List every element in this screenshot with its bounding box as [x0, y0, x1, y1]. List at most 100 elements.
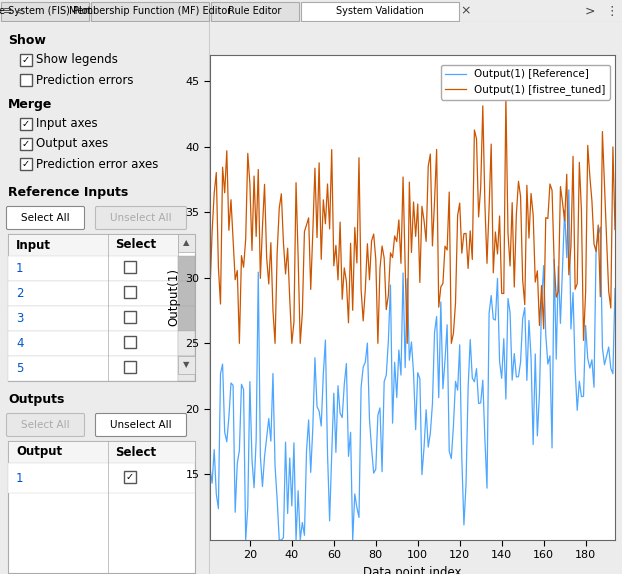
- Output(1) [Reference]: [292, 537, 300, 544]
- Bar: [20, 74, 32, 86]
- Text: Unselect All: Unselect All: [110, 213, 172, 223]
- Bar: [20, 158, 32, 170]
- Bar: [8, 441, 195, 573]
- Text: ✓: ✓: [126, 472, 134, 482]
- Output(1) [Reference]: [246, 378, 254, 385]
- Output(1) [Reference]: [399, 270, 407, 277]
- Text: ≡: ≡: [3, 6, 12, 16]
- FancyBboxPatch shape: [96, 413, 187, 436]
- Text: 1: 1: [16, 262, 24, 275]
- Output(1) [fistree_tuned]: [523, 182, 531, 189]
- Text: ×: ×: [461, 5, 471, 17]
- Bar: [178, 331, 195, 356]
- Line: Output(1) [Reference]: Output(1) [Reference]: [210, 190, 615, 540]
- Legend: Output(1) [Reference], Output(1) [fistree_tuned]: Output(1) [Reference], Output(1) [fistre…: [441, 65, 610, 99]
- Text: ▼: ▼: [183, 360, 190, 370]
- Bar: [1, 2, 89, 21]
- Text: ✓: ✓: [22, 139, 30, 149]
- Output(1) [Reference]: [242, 537, 249, 544]
- Bar: [178, 256, 195, 281]
- Output(1) [fistree_tuned]: [399, 173, 407, 180]
- Bar: [124, 336, 136, 348]
- Text: ✓: ✓: [22, 119, 30, 129]
- Output(1) [Reference]: [534, 432, 541, 439]
- Text: Output: Output: [16, 445, 62, 459]
- Text: 5: 5: [16, 362, 24, 375]
- Output(1) [fistree_tuned]: [502, 94, 509, 100]
- Output(1) [fistree_tuned]: [236, 340, 243, 347]
- Line: Output(1) [fistree_tuned]: Output(1) [fistree_tuned]: [210, 97, 615, 343]
- Text: Select: Select: [116, 445, 157, 459]
- Text: 2: 2: [16, 287, 24, 300]
- Text: Select: Select: [116, 239, 157, 251]
- Text: ▲: ▲: [183, 239, 190, 247]
- FancyBboxPatch shape: [6, 207, 85, 230]
- FancyBboxPatch shape: [6, 413, 85, 436]
- Output(1) [fistree_tuned]: [246, 180, 254, 187]
- Output(1) [fistree_tuned]: [536, 322, 543, 329]
- Text: ✓: ✓: [22, 55, 30, 65]
- Text: Select All: Select All: [21, 213, 70, 223]
- Output(1) [fistree_tuned]: [418, 203, 425, 210]
- Bar: [8, 234, 178, 256]
- FancyBboxPatch shape: [96, 207, 187, 230]
- Y-axis label: Output(1): Output(1): [167, 269, 180, 327]
- Output(1) [Reference]: [521, 304, 529, 311]
- Text: Membership Function (MF) Editor: Membership Function (MF) Editor: [69, 6, 231, 16]
- Output(1) [fistree_tuned]: [611, 226, 619, 233]
- Bar: [124, 261, 136, 273]
- Text: e System (FIS) Plot: e System (FIS) Plot: [0, 6, 91, 16]
- Text: Select All: Select All: [21, 420, 70, 430]
- Bar: [8, 306, 178, 331]
- Bar: [20, 118, 32, 130]
- Bar: [8, 441, 195, 463]
- Bar: [20, 138, 32, 150]
- Text: Input: Input: [16, 239, 51, 251]
- Output(1) [Reference]: [565, 187, 573, 193]
- Text: 1: 1: [16, 471, 24, 484]
- Bar: [8, 331, 178, 356]
- Bar: [178, 281, 195, 306]
- Output(1) [Reference]: [418, 471, 425, 478]
- Text: Prediction errors: Prediction errors: [36, 73, 134, 87]
- Bar: [20, 54, 32, 66]
- Output(1) [Reference]: [207, 464, 214, 471]
- Text: Outputs: Outputs: [8, 393, 64, 406]
- Bar: [8, 463, 195, 493]
- Text: Input axes: Input axes: [36, 118, 98, 130]
- Bar: [211, 2, 299, 21]
- Bar: [301, 2, 459, 21]
- Text: Rule Editor: Rule Editor: [228, 6, 282, 16]
- Text: Prediction error axes: Prediction error axes: [36, 157, 159, 170]
- Bar: [124, 286, 136, 298]
- Text: ⋮: ⋮: [606, 5, 618, 17]
- Output(1) [Reference]: [611, 285, 619, 292]
- X-axis label: Data point index: Data point index: [363, 566, 462, 574]
- Text: System Validation: System Validation: [336, 6, 424, 16]
- Bar: [178, 306, 195, 331]
- Text: <: <: [16, 6, 25, 16]
- Text: Unselect All: Unselect All: [110, 420, 172, 430]
- Output(1) [fistree_tuned]: [207, 288, 214, 294]
- Text: ✓: ✓: [22, 159, 30, 169]
- Bar: [8, 281, 178, 306]
- Text: 4: 4: [16, 337, 24, 350]
- Bar: [124, 471, 136, 483]
- Text: Merge: Merge: [8, 98, 52, 111]
- Bar: [8, 356, 178, 381]
- Text: Output axes: Output axes: [36, 138, 108, 150]
- Bar: [178, 356, 195, 374]
- Output(1) [fistree_tuned]: [292, 179, 300, 186]
- Text: Show legends: Show legends: [36, 53, 118, 67]
- Bar: [8, 234, 195, 381]
- Bar: [91, 2, 209, 21]
- Bar: [8, 256, 178, 281]
- Text: Show: Show: [8, 34, 46, 47]
- Text: 3: 3: [16, 312, 24, 325]
- Text: >: >: [585, 5, 595, 17]
- Bar: [124, 311, 136, 323]
- Bar: [178, 234, 195, 252]
- Bar: [124, 361, 136, 373]
- Bar: [178, 356, 195, 381]
- Text: Reference Inputs: Reference Inputs: [8, 186, 128, 199]
